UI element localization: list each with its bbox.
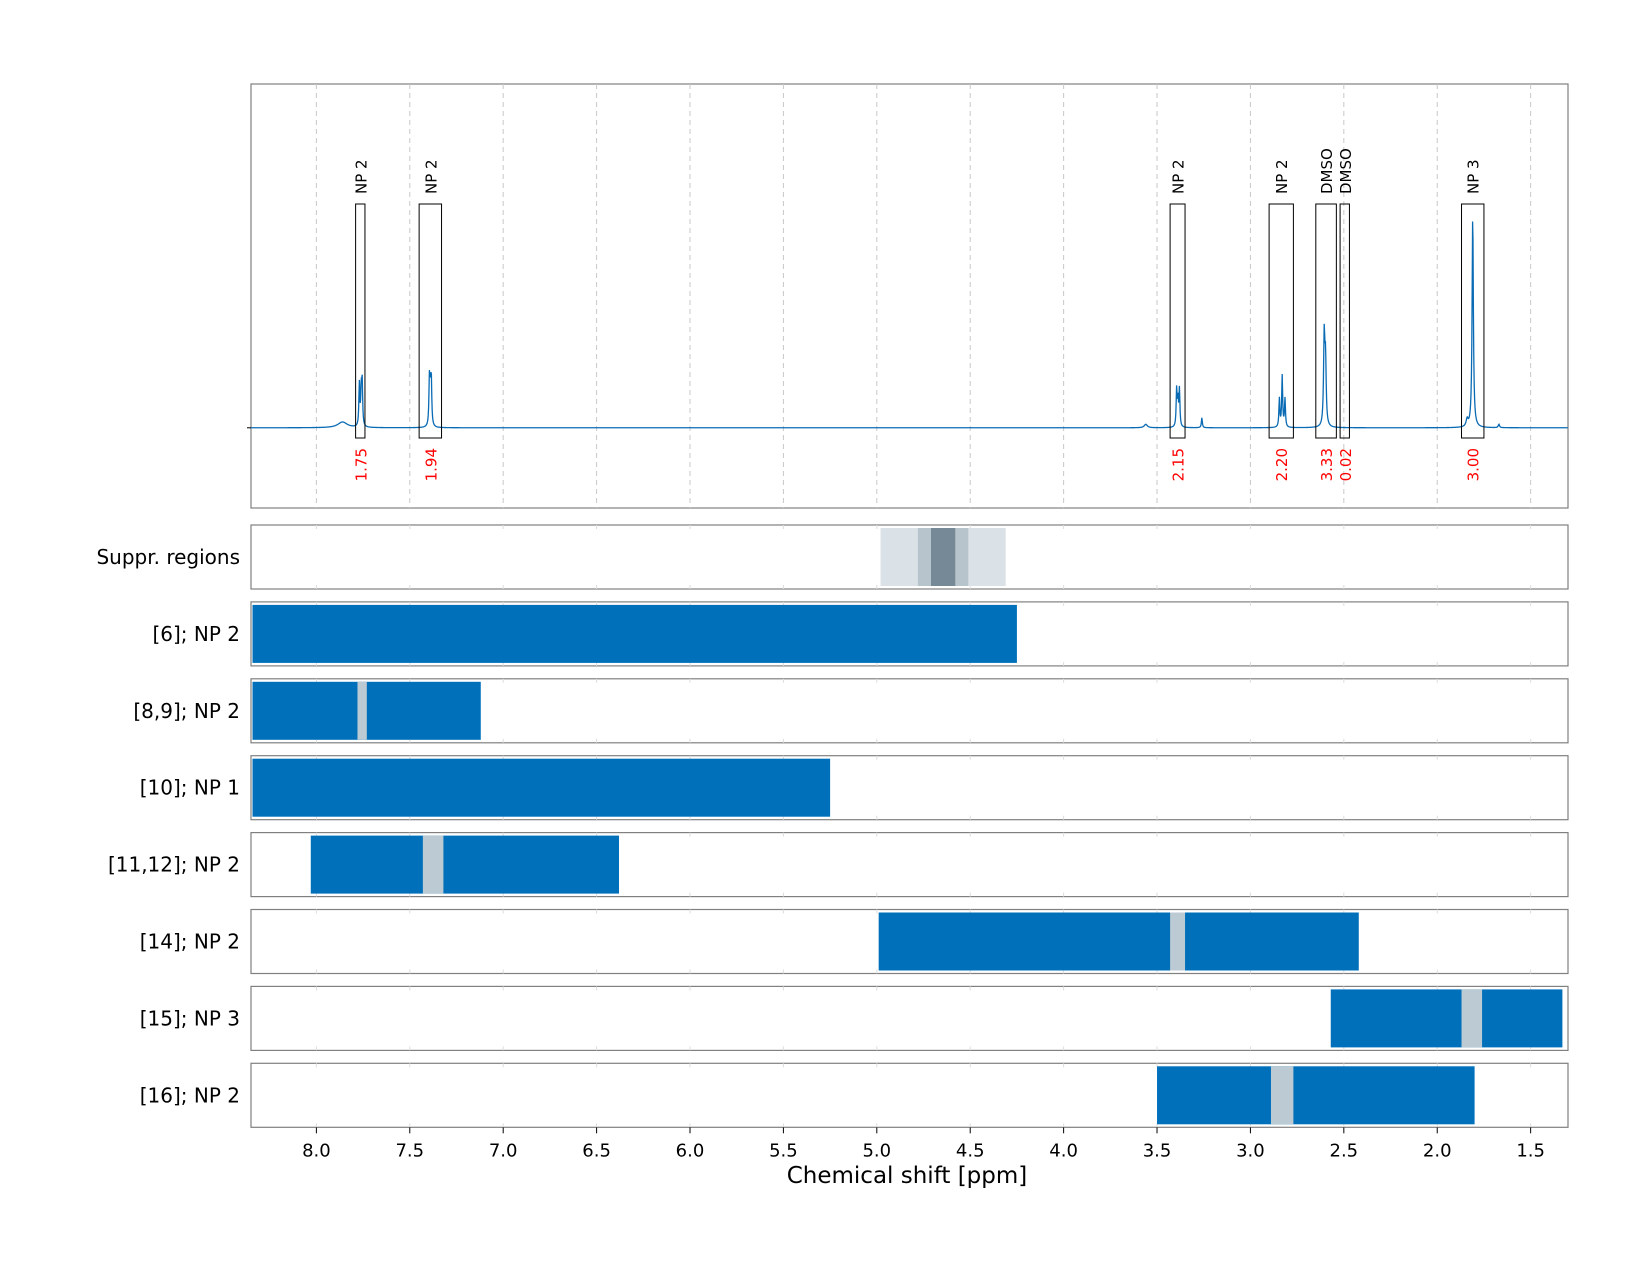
range-bar bbox=[878, 912, 1359, 971]
x-tick-label: 6.0 bbox=[676, 1140, 705, 1161]
range-gap bbox=[1461, 989, 1483, 1048]
integral-value: 1.75 bbox=[352, 448, 370, 481]
x-tick-label: 4.5 bbox=[956, 1140, 985, 1161]
x-tick-label: 4.0 bbox=[1049, 1140, 1078, 1161]
integral-value: 0.02 bbox=[1337, 448, 1355, 481]
x-tick-label: 2.5 bbox=[1330, 1140, 1359, 1161]
range-gap bbox=[357, 681, 367, 740]
annotation-box bbox=[418, 203, 443, 439]
annotation-label: DMSO bbox=[1318, 148, 1336, 194]
track-label: [6]; NP 2 bbox=[152, 622, 240, 646]
range-bar bbox=[252, 604, 1017, 663]
integral-value: 2.15 bbox=[1170, 448, 1188, 481]
spectrum-frame bbox=[250, 83, 1569, 509]
range-gap bbox=[1170, 912, 1186, 971]
annotation-label: NP 2 bbox=[1170, 159, 1188, 194]
track-label: [10]; NP 1 bbox=[140, 776, 240, 800]
track-label: [8,9]; NP 2 bbox=[133, 699, 240, 723]
annotation-label: NP 2 bbox=[352, 159, 370, 194]
x-tick-label: 6.5 bbox=[582, 1140, 611, 1161]
annotation-box bbox=[1268, 203, 1294, 439]
suppression-region bbox=[930, 528, 956, 586]
range-gap bbox=[1270, 1066, 1294, 1125]
spectrum-panel: NP 2 1.75 NP 2 1.94 NP 2 2.15 NP 2 2.20 DMSO 3.33… bbox=[247, 83, 1569, 509]
x-tick-label: 7.5 bbox=[395, 1140, 424, 1161]
integral-value: 3.33 bbox=[1318, 448, 1336, 481]
integral-value: 1.94 bbox=[422, 448, 440, 481]
range-bar bbox=[310, 835, 620, 894]
range-tracks: Suppr. regions [6]; NP 2 [8,9]; NP 2 [10]; … bbox=[96, 524, 1569, 1128]
annotation-box bbox=[1315, 203, 1337, 439]
annotation-label: DMSO bbox=[1337, 148, 1355, 194]
track-label: [16]; NP 2 bbox=[140, 1083, 240, 1107]
range-bar bbox=[1157, 1066, 1475, 1125]
track-row: Suppr. regions bbox=[96, 524, 1569, 590]
x-tick-label: 5.0 bbox=[862, 1140, 891, 1161]
x-tick-label: 2.0 bbox=[1423, 1140, 1452, 1161]
x-tick-label: 3.0 bbox=[1236, 1140, 1265, 1161]
track-row: [16]; NP 2 bbox=[140, 1062, 1569, 1128]
track-row: [8,9]; NP 2 bbox=[133, 678, 1569, 744]
track-row: [11,12]; NP 2 bbox=[108, 831, 1569, 898]
x-axis-label: Chemical shift [ppm] bbox=[787, 1163, 1028, 1189]
track-row: [10]; NP 1 bbox=[140, 755, 1569, 821]
x-tick-label: 8.0 bbox=[302, 1140, 331, 1161]
track-row: [6]; NP 2 bbox=[152, 601, 1569, 667]
spectrum-line bbox=[251, 221, 1568, 429]
annotation-box bbox=[355, 203, 366, 439]
x-axis: 8.0 7.5 7.0 6.5 6.0 5.5 5.0 4.5 4.0 3.5 3.0 2.5 2.0 1… bbox=[302, 1127, 1545, 1161]
x-tick-label: 7.0 bbox=[489, 1140, 518, 1161]
annotation-box bbox=[1339, 203, 1350, 439]
annotation-label: NP 2 bbox=[1273, 159, 1291, 194]
x-tick-label: 3.5 bbox=[1143, 1140, 1172, 1161]
x-tick-label: 5.5 bbox=[769, 1140, 798, 1161]
annotation-box bbox=[1461, 203, 1485, 439]
track-label: Suppr. regions bbox=[96, 545, 240, 569]
range-bar bbox=[252, 758, 831, 817]
range-gap bbox=[422, 835, 444, 894]
integral-value: 3.00 bbox=[1465, 448, 1483, 481]
x-tick-label: 1.5 bbox=[1516, 1140, 1545, 1161]
track-label: [15]; NP 3 bbox=[140, 1006, 240, 1030]
annotation-label: NP 2 bbox=[422, 159, 440, 194]
range-bar bbox=[1330, 989, 1563, 1048]
annotation-label: NP 3 bbox=[1465, 159, 1483, 194]
track-row: [14]; NP 2 bbox=[140, 908, 1569, 975]
track-row: [15]; NP 3 bbox=[140, 985, 1569, 1052]
annotation-box bbox=[1169, 203, 1186, 439]
integral-value: 2.20 bbox=[1273, 448, 1291, 481]
track-label: [11,12]; NP 2 bbox=[108, 853, 240, 877]
track-label: [14]; NP 2 bbox=[140, 930, 240, 954]
